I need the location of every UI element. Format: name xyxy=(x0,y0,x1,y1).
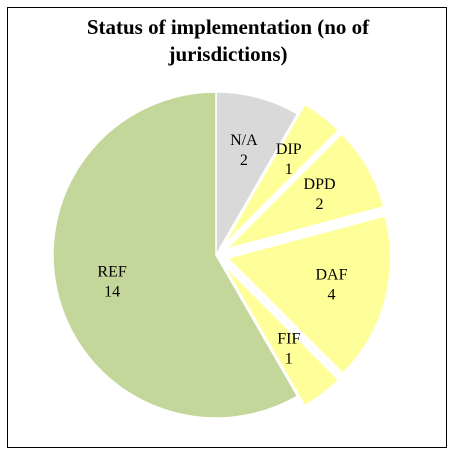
chart-title: Status of implementation (no of jurisdic… xyxy=(86,15,370,66)
slice-label: DIP xyxy=(276,141,302,158)
slice-label: REF xyxy=(97,264,126,281)
slice-value: 4 xyxy=(328,287,336,304)
pie-slice xyxy=(215,91,299,258)
slice-label: DPD xyxy=(304,176,336,193)
slice-label: N/A xyxy=(230,132,258,149)
slice-value: 2 xyxy=(240,152,248,169)
pie-slice xyxy=(52,91,299,419)
slice-label: FIF xyxy=(277,331,300,348)
slice-value: 2 xyxy=(316,196,324,213)
slice-label: DAF xyxy=(315,267,347,284)
chart-frame xyxy=(7,7,447,448)
pie-slice xyxy=(222,263,340,407)
slice-value: 14 xyxy=(104,284,120,301)
pie-slice xyxy=(222,103,340,247)
pie-slice xyxy=(223,132,385,251)
slice-value: 1 xyxy=(285,161,293,178)
slice-value: 1 xyxy=(285,351,293,368)
pie-slice xyxy=(226,214,392,375)
